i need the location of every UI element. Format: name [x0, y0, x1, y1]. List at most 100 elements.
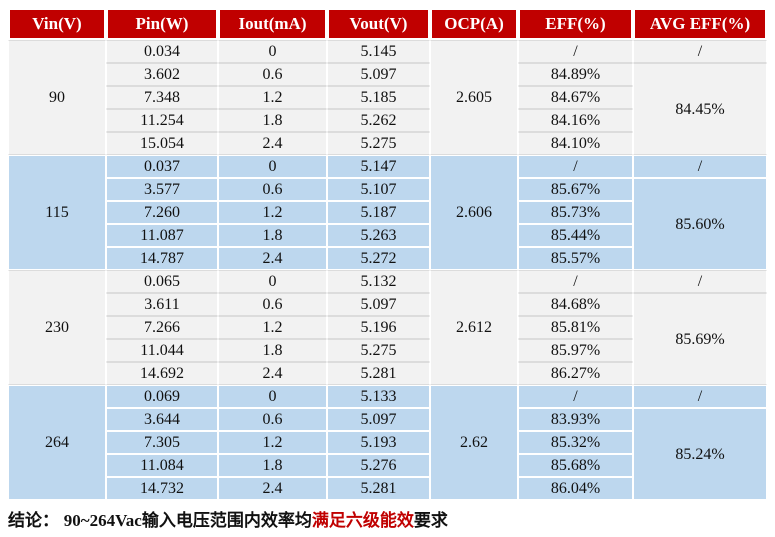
- table-row: 3.611 0.6 5.097 84.68% 85.69%: [8, 293, 767, 385]
- table-row: 14.787 2.4 5.272 85.57%: [8, 247, 767, 270]
- pin-cell: 11.087: [106, 224, 218, 247]
- table-row: 3.577 0.6 5.107 85.67% 85.60%: [8, 178, 767, 270]
- iout-cell: 0.6: [218, 293, 327, 316]
- pin-cell: 15.054: [106, 132, 218, 155]
- group-115: 115 0.037 0 5.147 2.606 / / 3.577 0.6 5.…: [8, 155, 767, 270]
- pin-cell: 3.602: [106, 63, 218, 86]
- iout-cell: 2.4: [218, 132, 327, 155]
- pin-cell: 0.034: [106, 40, 218, 63]
- avg-eff-cell: 84.45%: [633, 63, 767, 155]
- iout-cell: 1.8: [218, 454, 327, 477]
- pin-cell: 7.305: [106, 431, 218, 454]
- table-row: 7.348 1.2 5.185 84.67%: [8, 86, 767, 109]
- pin-cell: 0.065: [106, 270, 218, 293]
- col-header-vin: Vin(V): [8, 8, 106, 40]
- iout-cell: 0.6: [218, 408, 327, 431]
- efficiency-table: Vin(V) Pin(W) Iout(mA) Vout(V) OCP(A) EF…: [8, 8, 767, 500]
- eff-cell: /: [518, 40, 633, 63]
- conclusion-line: 结论： 90~264Vac输入电压范围内效率均满足六级能效要求: [8, 506, 767, 531]
- vout-cell: 5.281: [327, 477, 430, 500]
- iout-cell: 0.6: [218, 178, 327, 201]
- vout-cell: 5.097: [327, 63, 430, 86]
- table-row: 115 0.037 0 5.147 2.606 / /: [8, 155, 767, 270]
- eff-cell: 85.73%: [518, 201, 633, 224]
- pin-cell: 11.044: [106, 339, 218, 362]
- eff-cell: /: [518, 155, 633, 178]
- table-row: 7.305 1.2 5.193 85.32%: [8, 431, 767, 454]
- col-header-avg-eff: AVG EFF(%): [633, 8, 767, 40]
- col-header-eff: EFF(%): [518, 8, 633, 40]
- eff-cell: 84.67%: [518, 86, 633, 109]
- avg-eff-slash-cell: /: [633, 40, 767, 63]
- vout-cell: 5.107: [327, 178, 430, 201]
- pin-cell: 14.732: [106, 477, 218, 500]
- pin-cell: 11.084: [106, 454, 218, 477]
- pin-cell: 7.348: [106, 86, 218, 109]
- vin-cell: 115: [8, 155, 106, 270]
- table-row: 14.732 2.4 5.281 86.04%: [8, 477, 767, 500]
- table-row: 11.084 1.8 5.276 85.68%: [8, 454, 767, 477]
- ocp-cell: 2.612: [430, 270, 518, 385]
- iout-cell: 2.4: [218, 247, 327, 270]
- vout-cell: 5.185: [327, 86, 430, 109]
- table-row: 230 0.065 0 5.132 2.612 / /: [8, 270, 767, 385]
- eff-cell: 84.16%: [518, 109, 633, 132]
- vout-cell: 5.147: [327, 155, 430, 178]
- vout-cell: 5.187: [327, 201, 430, 224]
- pin-cell: 3.611: [106, 293, 218, 316]
- eff-cell: /: [518, 270, 633, 293]
- table-row: 15.054 2.4 5.275 84.10%: [8, 132, 767, 155]
- iout-cell: 1.2: [218, 86, 327, 109]
- pin-cell: 0.069: [106, 385, 218, 408]
- vin-cell: 230: [8, 270, 106, 385]
- eff-cell: 84.10%: [518, 132, 633, 155]
- table-row: 3.602 0.6 5.097 84.89% 84.45%: [8, 63, 767, 155]
- iout-cell: 2.4: [218, 477, 327, 500]
- vout-cell: 5.196: [327, 316, 430, 339]
- iout-cell: 0.6: [218, 63, 327, 86]
- eff-cell: 85.67%: [518, 178, 633, 201]
- ocp-cell: 2.606: [430, 155, 518, 270]
- iout-cell: 1.2: [218, 201, 327, 224]
- vout-cell: 5.097: [327, 408, 430, 431]
- pin-cell: 3.577: [106, 178, 218, 201]
- iout-cell: 1.8: [218, 109, 327, 132]
- eff-cell: 85.32%: [518, 431, 633, 454]
- eff-cell: 83.93%: [518, 408, 633, 431]
- vin-cell: 264: [8, 385, 106, 500]
- iout-cell: 0: [218, 270, 327, 293]
- conclusion-label: 结论：: [8, 511, 59, 530]
- vout-cell: 5.132: [327, 270, 430, 293]
- ocp-cell: 2.62: [430, 385, 518, 500]
- eff-cell: 85.97%: [518, 339, 633, 362]
- table-row: 3.644 0.6 5.097 83.93% 85.24%: [8, 408, 767, 500]
- pin-cell: 11.254: [106, 109, 218, 132]
- conclusion-voltage-range: 90~264Vac: [63, 511, 142, 530]
- group-230: 230 0.065 0 5.132 2.612 / / 3.611 0.6 5.…: [8, 270, 767, 385]
- iout-cell: 1.8: [218, 224, 327, 247]
- eff-cell: 85.57%: [518, 247, 633, 270]
- pin-cell: 7.260: [106, 201, 218, 224]
- vout-cell: 5.097: [327, 293, 430, 316]
- vout-cell: 5.133: [327, 385, 430, 408]
- eff-cell: 84.68%: [518, 293, 633, 316]
- col-header-iout: Iout(mA): [218, 8, 327, 40]
- table-row: 264 0.069 0 5.133 2.62 / /: [8, 385, 767, 500]
- iout-cell: 0: [218, 155, 327, 178]
- vout-cell: 5.193: [327, 431, 430, 454]
- avg-eff-cell: 85.60%: [633, 178, 767, 270]
- iout-cell: 1.8: [218, 339, 327, 362]
- table-row: 90 0.034 0 5.145 2.605 / /: [8, 40, 767, 155]
- table-row: 11.254 1.8 5.262 84.16%: [8, 109, 767, 132]
- eff-cell: 85.81%: [518, 316, 633, 339]
- iout-cell: 0: [218, 40, 327, 63]
- pin-cell: 0.037: [106, 155, 218, 178]
- pin-cell: 7.266: [106, 316, 218, 339]
- vout-cell: 5.263: [327, 224, 430, 247]
- col-header-vout: Vout(V): [327, 8, 430, 40]
- iout-cell: 1.2: [218, 316, 327, 339]
- vout-cell: 5.275: [327, 132, 430, 155]
- vout-cell: 5.145: [327, 40, 430, 63]
- vout-cell: 5.281: [327, 362, 430, 385]
